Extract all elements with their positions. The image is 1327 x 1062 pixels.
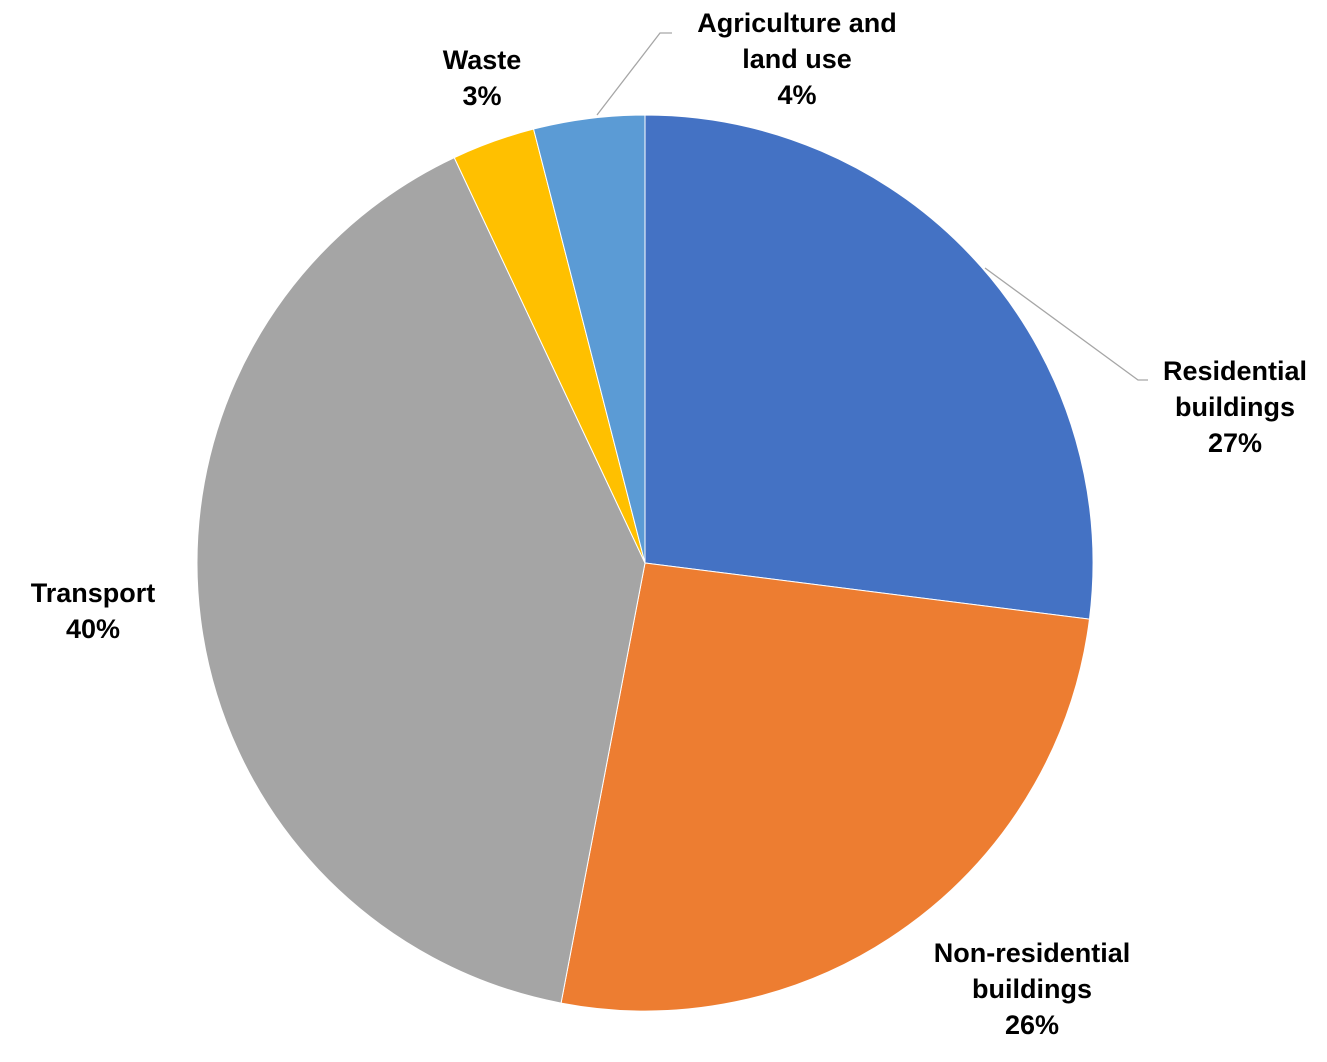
data-label-category-line: Transport — [31, 578, 156, 608]
data-label-waste: Waste 3% — [443, 45, 522, 111]
data-label-value: 27% — [1208, 428, 1262, 458]
data-label-value: 40% — [66, 614, 120, 644]
data-label-category-line: Agriculture and — [697, 8, 897, 38]
data-label-value: 26% — [1005, 1010, 1059, 1040]
data-label-category-line: Residential — [1163, 356, 1307, 386]
data-label-category-line: buildings — [972, 974, 1092, 1004]
data-label-category-line: Waste — [443, 45, 522, 75]
data-label-transport: Transport 40% — [31, 578, 156, 644]
data-label-category-line: land use — [742, 44, 852, 74]
pie-slice-transport — [196, 156, 646, 1004]
pie-slice-residential-buildings — [644, 114, 1094, 620]
data-label-category-line: buildings — [1175, 392, 1295, 422]
pie-slices — [196, 114, 1094, 1012]
leader-lines — [596, 32, 1148, 381]
data-label-category-line: Non-residential — [934, 938, 1131, 968]
data-label-value: 4% — [777, 80, 816, 110]
data-label-value: 3% — [462, 81, 501, 111]
leader-line-agriculture-and-land-use — [596, 32, 672, 116]
leader-line-residential-buildings — [984, 267, 1148, 381]
data-label-agriculture-and-land-use: Agriculture and land use 4% — [697, 8, 897, 110]
data-label-non-residential-buildings: Non-residential buildings 26% — [934, 938, 1131, 1040]
data-labels: Residential buildings 27% Non-residential bu… — [31, 8, 1307, 1040]
pie-slice-non-residential-buildings — [560, 562, 1091, 1012]
pie-slice-agriculture-and-land-use — [532, 114, 646, 564]
data-label-residential-buildings: Residential buildings 27% — [1163, 356, 1307, 458]
